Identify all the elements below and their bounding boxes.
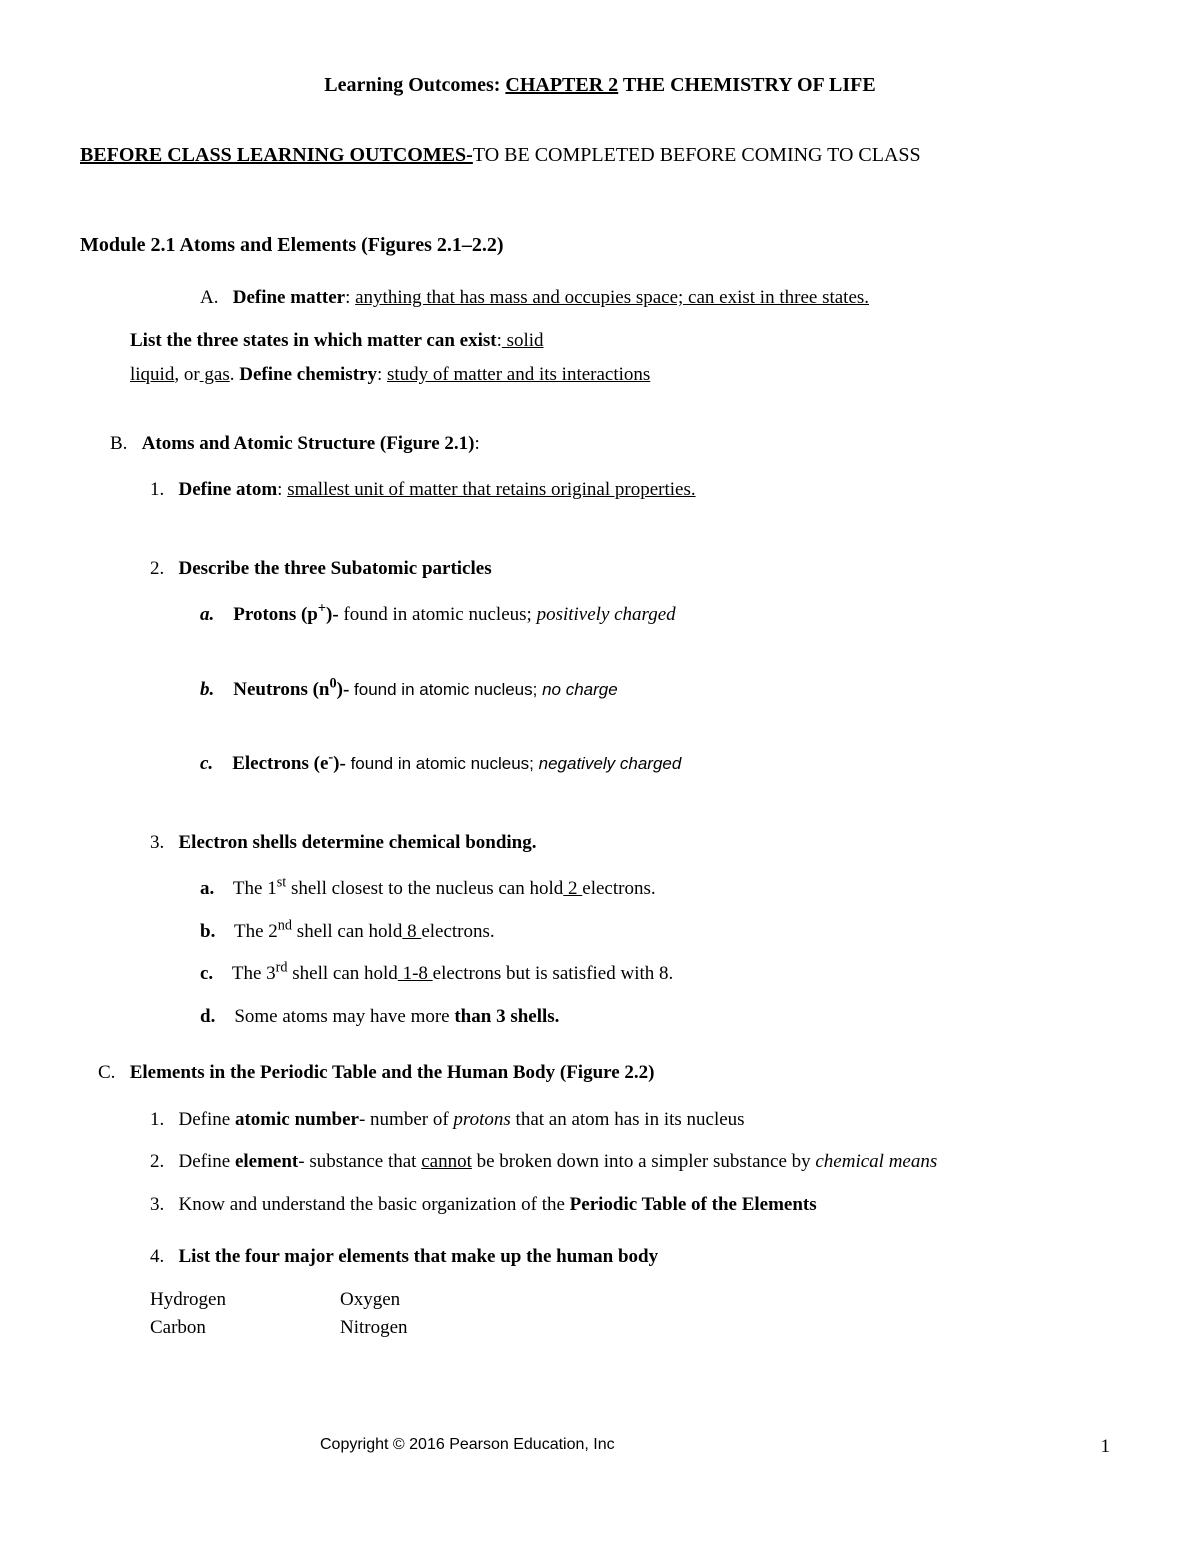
b3c-marker: c.: [200, 963, 213, 984]
define-matter-label: Define matter: [233, 287, 345, 308]
c3: 3. Know and understand the basic organiz…: [150, 1191, 1120, 1220]
define-chemistry-text: study of matter and its interactions: [387, 364, 650, 385]
define-matter-text: anything that has mass and occupies spac…: [355, 287, 869, 308]
b3c: c. The 3rd shell can hold 1-8 electrons …: [200, 960, 1120, 989]
c1-marker: 1.: [150, 1109, 164, 1130]
c2-marker: 2.: [150, 1151, 164, 1172]
section-b-marker: B.: [110, 433, 127, 454]
c4-heading: 4. List the four major elements that mak…: [150, 1243, 1120, 1272]
b1-marker: 1.: [150, 479, 164, 500]
title-prefix: Learning Outcomes:: [324, 74, 505, 96]
b2c-name: Electrons (e-)-: [232, 753, 350, 774]
b2-title: Describe the three Subatomic particles: [179, 558, 492, 579]
b2a-italic: positively charged: [537, 604, 676, 625]
before-class-text: TO BE COMPLETED BEFORE COMING TO CLASS: [473, 144, 921, 166]
b2a-name: Protons (p+)-: [233, 604, 343, 625]
before-class-line: BEFORE CLASS LEARNING OUTCOMES-TO BE COM…: [80, 140, 1120, 170]
b2-heading: 2. Describe the three Subatomic particle…: [150, 555, 1120, 584]
b1-label: Define atom: [179, 479, 278, 500]
states-period: .: [230, 364, 235, 385]
c4-oxygen: Oxygen: [340, 1286, 408, 1315]
b3a: a. The 1st shell closest to the nucleus …: [200, 875, 1120, 904]
states-line2: liquid, or gas. Define chemistry: study …: [130, 361, 1120, 390]
b3b-marker: b.: [200, 921, 215, 942]
state-liquid: liquid: [130, 364, 174, 385]
b2a-marker: a.: [200, 604, 214, 625]
b3b: b. The 2nd shell can hold 8 electrons.: [200, 918, 1120, 947]
states-line1: List the three states in which matter ca…: [130, 327, 1120, 356]
b3d: d. Some atoms may have more than 3 shell…: [200, 1003, 1120, 1032]
c4-columns: Hydrogen Carbon Oxygen Nitrogen: [150, 1286, 1120, 1343]
b2-marker: 2.: [150, 558, 164, 579]
c4-title: List the four major elements that make u…: [179, 1246, 659, 1267]
b2a-protons: a. Protons (p+)- found in atomic nucleus…: [200, 601, 1120, 630]
b2c-text: found in atomic nucleus;: [351, 754, 539, 773]
c3-marker: 3.: [150, 1194, 164, 1215]
b3a-marker: a.: [200, 878, 214, 899]
section-a-define-matter: A. Define matter: anything that has mass…: [200, 284, 1120, 313]
b2c-marker: c.: [200, 753, 213, 774]
module-heading: Module 2.1 Atoms and Elements (Figures 2…: [80, 230, 1120, 260]
b1-define-atom: 1. Define atom: smallest unit of matter …: [150, 476, 1120, 505]
footer-copyright: Copyright © 2016 Pearson Education, Inc: [320, 1433, 615, 1462]
before-class-heading: BEFORE CLASS LEARNING OUTCOMES-: [80, 144, 473, 166]
c4-col2: Oxygen Nitrogen: [340, 1286, 408, 1343]
page-title: Learning Outcomes: CHAPTER 2 THE CHEMIST…: [80, 70, 1120, 100]
footer-page-number: 1: [1101, 1433, 1111, 1462]
section-c-title: Elements in the Periodic Table and the H…: [130, 1062, 655, 1083]
section-c-heading: C. Elements in the Periodic Table and th…: [98, 1059, 1120, 1088]
c4-col1: Hydrogen Carbon: [150, 1286, 340, 1343]
section-b-colon: :: [475, 433, 480, 454]
state-solid: solid: [502, 330, 544, 351]
section-c-marker: C.: [98, 1062, 115, 1083]
b3-heading: 3. Electron shells determine chemical bo…: [150, 829, 1120, 858]
c4-hydrogen: Hydrogen: [150, 1286, 340, 1315]
b2a-text: found in atomic nucleus;: [343, 604, 536, 625]
title-suffix: THE CHEMISTRY OF LIFE: [618, 74, 876, 96]
b1-text: smallest unit of matter that retains ori…: [287, 479, 695, 500]
b2b-neutrons: b. Neutrons (n0)- found in atomic nucleu…: [200, 676, 1120, 705]
c4-carbon: Carbon: [150, 1314, 340, 1343]
b2b-italic: no charge: [542, 680, 618, 699]
define-chemistry-label: Define chemistry: [239, 364, 377, 385]
b2b-text: found in atomic nucleus;: [354, 680, 542, 699]
state-gas: gas: [200, 364, 230, 385]
c4-nitrogen: Nitrogen: [340, 1314, 408, 1343]
title-chapter: CHAPTER 2: [505, 74, 618, 96]
b3-title: Electron shells determine chemical bondi…: [179, 832, 537, 853]
b3d-marker: d.: [200, 1006, 215, 1027]
states-label: List the three states in which matter ca…: [130, 330, 497, 351]
document-page: Learning Outcomes: CHAPTER 2 THE CHEMIST…: [0, 0, 1200, 1501]
states-or: , or: [174, 364, 199, 385]
section-b-heading: B. Atoms and Atomic Structure (Figure 2.…: [110, 430, 1120, 459]
c4-marker: 4.: [150, 1246, 164, 1267]
c2: 2. Define element- substance that cannot…: [150, 1148, 1120, 1177]
b2b-name: Neutrons (n0)-: [233, 679, 354, 700]
section-b-title: Atoms and Atomic Structure (Figure 2.1): [142, 433, 475, 454]
b3-marker: 3.: [150, 832, 164, 853]
b2c-italic: negatively charged: [539, 754, 682, 773]
page-footer: Copyright © 2016 Pearson Education, Inc …: [80, 1433, 1120, 1462]
section-a-marker: A.: [200, 287, 218, 308]
b2c-electrons: c. Electrons (e-)- found in atomic nucle…: [200, 750, 1120, 779]
b2b-marker: b.: [200, 679, 214, 700]
c1: 1. Define atomic number- number of proto…: [150, 1106, 1120, 1135]
